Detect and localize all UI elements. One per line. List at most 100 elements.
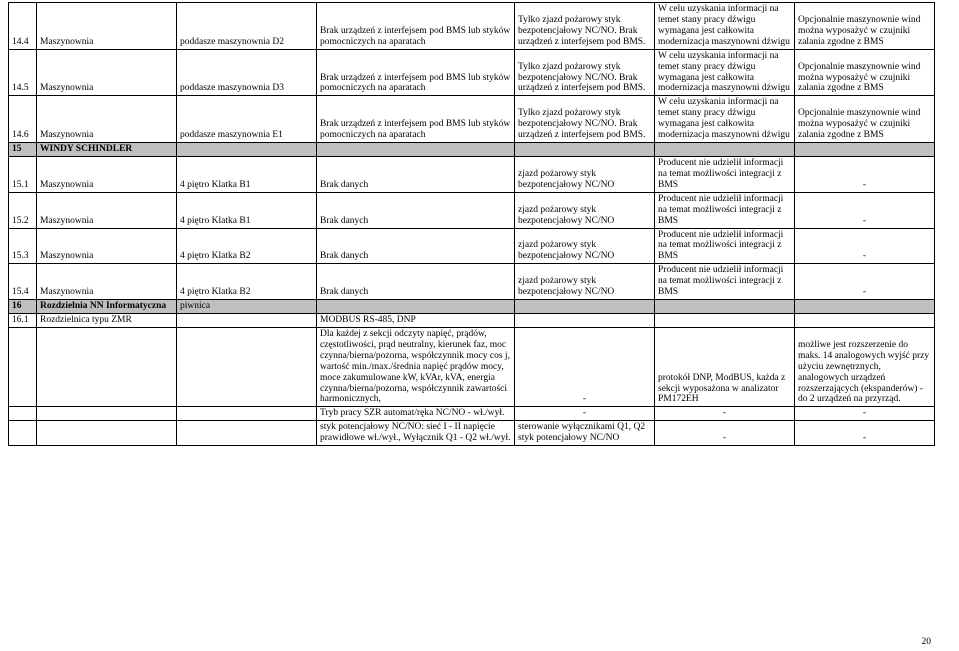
cell-num: 14.5 <box>9 49 37 96</box>
cell-col7: Opcjonalnie maszynownie wind można wypos… <box>795 49 935 96</box>
cell-col7: - <box>795 228 935 264</box>
cell-empty <box>795 313 935 327</box>
cell-num: 15.1 <box>9 156 37 192</box>
cell-empty <box>177 313 317 327</box>
cell-empty <box>655 313 795 327</box>
cell-desc: Brak urządzeń z interfejsem pod BMS lub … <box>317 3 515 50</box>
cell-num: 15.4 <box>9 264 37 300</box>
cell-col6: Producent nie udzielił informacji na tem… <box>655 228 795 264</box>
table-row: 16.1 Rozdzielnica typu ZMR MODBUS RS-485… <box>9 313 935 327</box>
cell-col5: Tylko zjazd pożarowy styk bezpotencjałow… <box>515 49 655 96</box>
cell-col5: - <box>515 407 655 421</box>
cell-desc: Brak danych <box>317 264 515 300</box>
cell-col6: protokół DNP, ModBUS, każda z sekcji wyp… <box>655 327 795 406</box>
cell-empty <box>515 313 655 327</box>
cell-empty <box>317 300 515 314</box>
cell-col5: zjazd pożarowy styk bezpotencjałowy NC/N… <box>515 228 655 264</box>
cell-empty <box>515 300 655 314</box>
cell-name: Maszynownia <box>37 3 177 50</box>
cell-desc: Brak danych <box>317 228 515 264</box>
cell-col5: - <box>515 327 655 406</box>
data-table: 14.4 Maszynownia poddasze maszynownia D2… <box>8 2 935 446</box>
cell-col5: Tylko zjazd pożarowy styk bezpotencjałow… <box>515 96 655 143</box>
cell-empty <box>177 327 317 406</box>
cell-desc: Brak urządzeń z interfejsem pod BMS lub … <box>317 96 515 143</box>
cell-empty <box>9 327 37 406</box>
cell-desc: Brak danych <box>317 192 515 228</box>
table-row: 15.3 Maszynownia 4 piętro Klatka B2 Brak… <box>9 228 935 264</box>
cell-col6: Producent nie udzielił informacji na tem… <box>655 192 795 228</box>
cell-num: 16.1 <box>9 313 37 327</box>
cell-empty <box>37 407 177 421</box>
cell-col7: - <box>795 407 935 421</box>
cell-name: Maszynownia <box>37 192 177 228</box>
cell-col7: Opcjonalnie maszynownie wind można wypos… <box>795 96 935 143</box>
table-row: 15.1 Maszynownia 4 piętro Klatka B1 Brak… <box>9 156 935 192</box>
table-row: styk potencjałowy NC/NO: sieć I - II nap… <box>9 421 935 446</box>
cell-num: 14.6 <box>9 96 37 143</box>
cell-title: Rozdzielnia NN Informatyczna <box>37 300 177 314</box>
cell-name: Rozdzielnica typu ZMR <box>37 313 177 327</box>
table-row: 14.5 Maszynownia poddasze maszynownia D3… <box>9 49 935 96</box>
cell-desc: MODBUS RS-485, DNP <box>317 313 515 327</box>
table-row: 15.4 Maszynownia 4 piętro Klatka B2 Brak… <box>9 264 935 300</box>
cell-name: Maszynownia <box>37 228 177 264</box>
cell-col7: - <box>795 264 935 300</box>
cell-col7: Opcjonalnie maszynownie wind można wypos… <box>795 3 935 50</box>
cell-num: 16 <box>9 300 37 314</box>
cell-empty <box>515 143 655 157</box>
cell-name: Maszynownia <box>37 264 177 300</box>
cell-loc: 4 piętro Klatka B2 <box>177 264 317 300</box>
cell-col7: - <box>795 192 935 228</box>
cell-col5: zjazd pożarowy styk bezpotencjałowy NC/N… <box>515 156 655 192</box>
cell-empty <box>655 300 795 314</box>
cell-empty <box>37 421 177 446</box>
cell-empty <box>9 421 37 446</box>
table-row: 15.2 Maszynownia 4 piętro Klatka B1 Brak… <box>9 192 935 228</box>
cell-col5: sterowanie wyłącznikami Q1, Q2 styk pote… <box>515 421 655 446</box>
cell-desc: Brak danych <box>317 156 515 192</box>
cell-empty <box>9 407 37 421</box>
cell-name: Maszynownia <box>37 49 177 96</box>
cell-col7: możliwe jest rozszerzenie do maks. 14 an… <box>795 327 935 406</box>
cell-col7: - <box>795 421 935 446</box>
cell-loc: poddasze maszynownia E1 <box>177 96 317 143</box>
cell-loc: poddasze maszynownia D2 <box>177 3 317 50</box>
cell-loc: 4 piętro Klatka B2 <box>177 228 317 264</box>
cell-empty <box>177 407 317 421</box>
cell-col5: Tylko zjazd pożarowy styk bezpotencjałow… <box>515 3 655 50</box>
cell-col7: - <box>795 156 935 192</box>
cell-col6: W celu uzyskania informacji na temet sta… <box>655 96 795 143</box>
cell-desc: Dla każdej z sekcji odczyty napięć, prąd… <box>317 327 515 406</box>
cell-desc: Brak urządzeń z interfejsem pod BMS lub … <box>317 49 515 96</box>
table-row: 14.4 Maszynownia poddasze maszynownia D2… <box>9 3 935 50</box>
cell-name: Maszynownia <box>37 96 177 143</box>
cell-loc: 4 piętro Klatka B1 <box>177 156 317 192</box>
cell-empty <box>795 300 935 314</box>
cell-col6: W celu uzyskania informacji na temet sta… <box>655 3 795 50</box>
cell-empty <box>177 143 317 157</box>
page-number: 20 <box>922 637 932 647</box>
cell-empty <box>655 143 795 157</box>
cell-num: 14.4 <box>9 3 37 50</box>
cell-num: 15 <box>9 143 37 157</box>
cell-col5: zjazd pożarowy styk bezpotencjałowy NC/N… <box>515 192 655 228</box>
cell-desc: Tryb pracy SZR automat/ręka NC/NO - wł./… <box>317 407 515 421</box>
table-row: Dla każdej z sekcji odczyty napięć, prąd… <box>9 327 935 406</box>
cell-title: WINDY SCHINDLER <box>37 143 177 157</box>
cell-col6: W celu uzyskania informacji na temet sta… <box>655 49 795 96</box>
cell-col6: - <box>655 407 795 421</box>
cell-col6: Producent nie udzielił informacji na tem… <box>655 156 795 192</box>
cell-num: 15.2 <box>9 192 37 228</box>
cell-empty <box>37 327 177 406</box>
section-row: 15 WINDY SCHINDLER <box>9 143 935 157</box>
cell-loc: piwnica <box>177 300 317 314</box>
cell-col5: zjazd pożarowy styk bezpotencjałowy NC/N… <box>515 264 655 300</box>
cell-desc: styk potencjałowy NC/NO: sieć I - II nap… <box>317 421 515 446</box>
cell-num: 15.3 <box>9 228 37 264</box>
cell-loc: 4 piętro Klatka B1 <box>177 192 317 228</box>
table-row: Tryb pracy SZR automat/ręka NC/NO - wł./… <box>9 407 935 421</box>
cell-name: Maszynownia <box>37 156 177 192</box>
cell-empty <box>317 143 515 157</box>
cell-empty <box>795 143 935 157</box>
